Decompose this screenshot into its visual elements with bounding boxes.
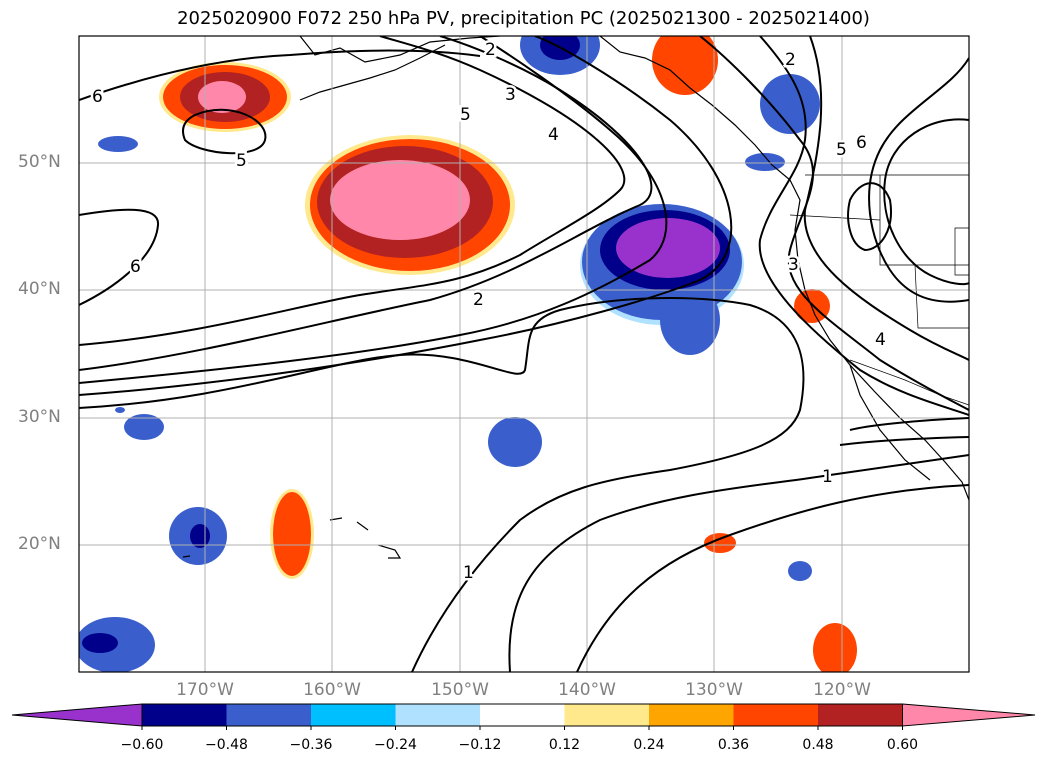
colorbar-tick-label: 0.60 <box>886 737 919 753</box>
colorbar-tick-label: −0.48 <box>205 737 248 753</box>
lat-label-30n: 30°N <box>18 407 61 427</box>
political-borders <box>789 174 969 406</box>
contour-label: 2 <box>473 290 484 310</box>
colorbar-tick-label: −0.12 <box>458 737 502 753</box>
contour-label: 6 <box>92 87 103 107</box>
colorbar-swatch <box>733 704 818 726</box>
colorbar-tick-label: 0.36 <box>717 737 750 753</box>
contour-label: 6 <box>130 257 141 277</box>
contour-label: 3 <box>788 255 799 275</box>
colorbar-swatch <box>649 704 734 726</box>
contour-label: 2 <box>785 50 796 70</box>
contour-label: 5 <box>836 140 847 160</box>
colorbar-swatch <box>226 704 311 726</box>
colorbar-swatch <box>480 704 565 726</box>
contour-labels: 6 5 3 4 5 6 2 2 2 1 1 6 5 4 3 <box>90 38 889 586</box>
positive-precip-anomalies <box>159 36 857 672</box>
map-frame <box>78 35 970 673</box>
contour-label: 1 <box>822 467 833 487</box>
lon-label-120w: 120°W <box>813 680 871 700</box>
contour-label: 3 <box>505 85 516 105</box>
colorbar-tick-label: −0.36 <box>289 737 333 753</box>
colorbar-swatch <box>818 704 903 726</box>
colorbar-extend-high <box>902 703 1036 727</box>
contour-label: 2 <box>485 40 496 60</box>
colorbar-swatch <box>564 704 649 726</box>
pv-contours <box>79 36 969 672</box>
colorbar-tick-label: −0.24 <box>374 737 417 753</box>
contour-label: 4 <box>875 330 886 350</box>
contour-label: 1 <box>463 563 474 583</box>
lon-label-140w: 140°W <box>558 680 616 700</box>
colorbar <box>11 703 1036 730</box>
contour-label: 6 <box>856 133 867 153</box>
lon-label-170w: 170°W <box>176 680 234 700</box>
colorbar-swatch <box>142 704 227 726</box>
contour-label: 4 <box>548 125 559 145</box>
lat-label-50n: 50°N <box>18 152 61 172</box>
lon-label-130w: 130°W <box>685 680 743 700</box>
lat-label-20n: 20°N <box>18 534 61 554</box>
lon-label-160w: 160°W <box>303 680 361 700</box>
colorbar-swatch <box>311 704 396 726</box>
grid-lines <box>79 36 969 672</box>
colorbar-frame <box>141 703 903 727</box>
lat-label-40n: 40°N <box>18 279 61 299</box>
colorbar-tick-label: 0.12 <box>548 737 581 753</box>
colorbar-tick-label: −0.60 <box>120 737 164 753</box>
colorbar-tick-label: 0.48 <box>802 737 834 753</box>
coastlines <box>182 36 969 559</box>
contour-label: 5 <box>460 105 471 125</box>
colorbar-tick-label: 0.24 <box>633 737 665 753</box>
contour-label: 5 <box>236 151 247 171</box>
map-title: 2025020900 F072 250 hPa PV, precipitatio… <box>177 8 870 29</box>
colorbar-swatch <box>395 704 480 726</box>
colorbar-extend-low <box>11 703 143 727</box>
lon-label-150w: 150°W <box>431 680 489 700</box>
